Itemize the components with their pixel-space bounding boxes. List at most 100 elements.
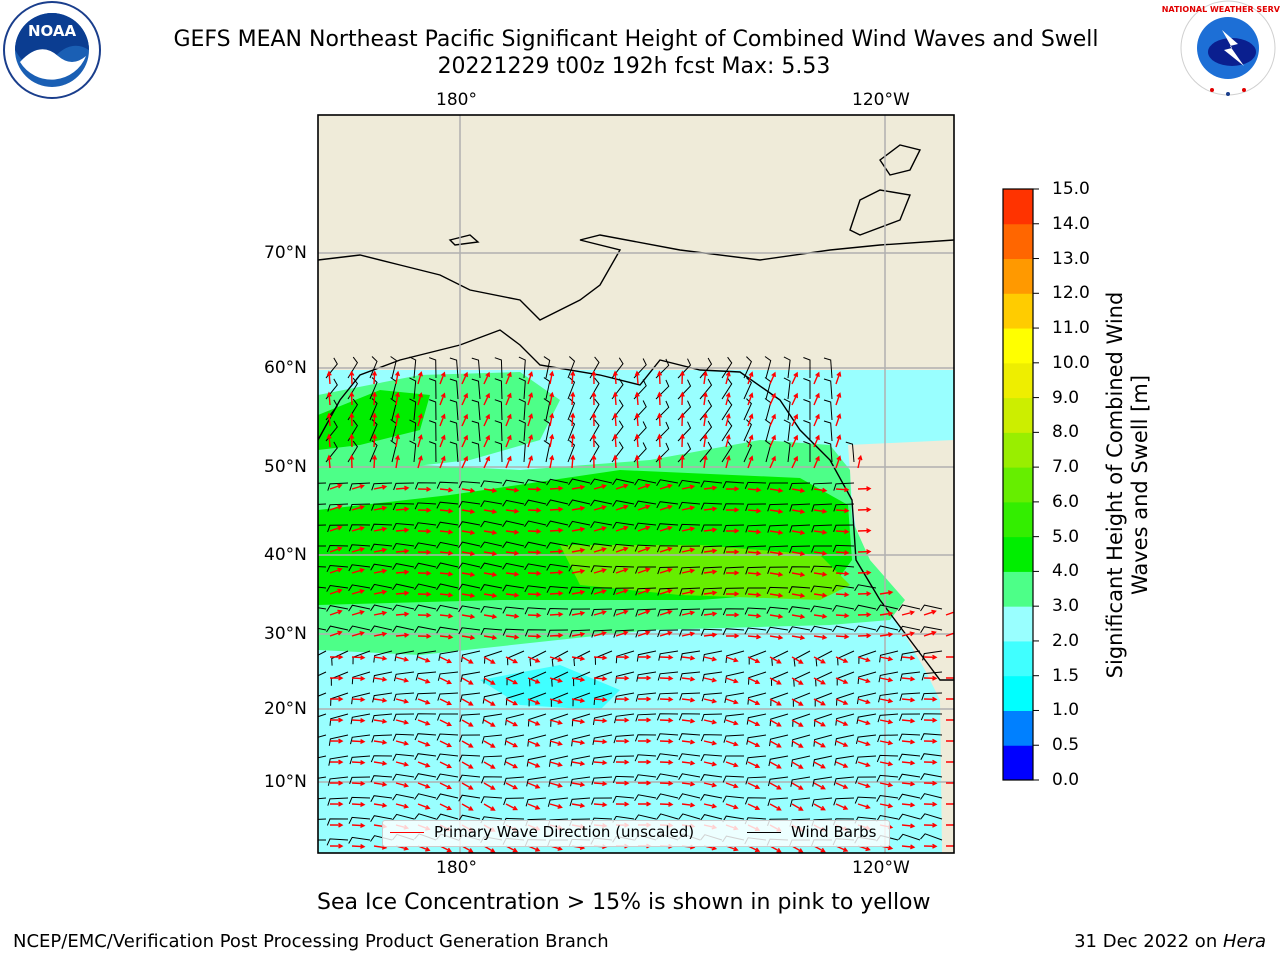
wind-barb xyxy=(876,625,899,633)
wind-barb xyxy=(722,795,745,803)
wind-barb xyxy=(876,754,899,763)
wind-barb xyxy=(414,813,437,820)
wave-direction-arrow xyxy=(395,433,400,448)
wind-barb xyxy=(518,356,526,379)
wind-barb xyxy=(437,692,459,701)
wind-barb xyxy=(612,795,635,803)
wind-barb xyxy=(634,544,657,552)
wind-barb xyxy=(789,545,811,554)
wave-direction-arrow xyxy=(615,801,630,807)
wind-barb xyxy=(700,754,723,762)
wind-barb xyxy=(436,753,459,761)
wind-barb xyxy=(722,608,745,616)
wind-barb xyxy=(789,524,811,533)
wave-direction-arrow xyxy=(373,610,388,616)
wind-barb xyxy=(502,562,525,570)
wind-barb xyxy=(744,797,767,805)
wave-direction-arrow xyxy=(747,392,754,406)
wave-direction-arrow xyxy=(634,370,640,385)
wave-direction-arrow xyxy=(351,484,365,490)
wave-direction-arrow xyxy=(571,526,586,532)
wave-direction-arrow xyxy=(549,677,563,683)
wave-direction-arrow xyxy=(813,613,828,619)
wave-direction-arrow xyxy=(791,677,804,685)
wind-barb xyxy=(414,713,437,721)
wind-barb xyxy=(702,671,723,682)
wind-barb xyxy=(414,583,437,590)
wind-barb xyxy=(803,420,811,441)
wave-direction-arrow xyxy=(549,656,563,662)
wave-direction-arrow xyxy=(725,549,740,555)
wave-direction-arrow xyxy=(659,567,673,574)
wind-barb xyxy=(348,524,371,532)
wind-barb xyxy=(429,378,437,400)
wind-barb xyxy=(502,584,525,592)
wind-barb xyxy=(771,650,789,666)
wind-barb xyxy=(568,499,591,507)
wind-barb xyxy=(920,713,943,721)
wave-direction-arrow xyxy=(329,630,343,637)
wave-direction-arrow xyxy=(593,505,607,511)
wind-barb xyxy=(656,773,679,781)
wind-barb xyxy=(764,356,772,379)
wave-direction-arrow xyxy=(681,781,696,787)
wind-barb xyxy=(518,440,526,463)
wind-barb xyxy=(803,378,811,399)
wave-direction-arrow xyxy=(461,413,468,427)
wind-barb xyxy=(326,605,349,612)
wave-direction-arrow xyxy=(439,455,446,469)
wave-direction-arrow xyxy=(679,412,685,427)
wind-barb xyxy=(349,776,371,785)
wave-direction-arrow xyxy=(549,485,564,491)
land-areas xyxy=(318,115,954,853)
wind-barb xyxy=(502,479,525,487)
wave-direction-arrow xyxy=(703,548,718,554)
wind-barb xyxy=(678,523,701,531)
wind-barb xyxy=(766,626,789,634)
wind-barb xyxy=(592,734,613,745)
wave-direction-arrow xyxy=(593,676,608,682)
wind-barb xyxy=(436,481,459,489)
wave-direction-arrow xyxy=(373,781,388,787)
wave-direction-arrow xyxy=(549,632,564,638)
wind-barb xyxy=(656,523,679,531)
wind-barb xyxy=(436,541,459,549)
wind-barb xyxy=(701,524,722,532)
wave-direction-arrow xyxy=(351,739,366,745)
wind-barb xyxy=(370,775,393,783)
wind-barb xyxy=(590,543,613,551)
wave-direction-arrow xyxy=(505,392,512,406)
sea-ice-caption: Sea Ice Concentration > 15% is shown in … xyxy=(317,890,931,915)
wind-barb xyxy=(502,628,525,636)
wave-direction-arrow xyxy=(769,413,776,427)
wind-barb xyxy=(429,420,437,442)
wind-barb xyxy=(480,562,503,570)
wave-direction-arrow xyxy=(813,761,826,769)
wave-direction-arrow xyxy=(791,530,806,536)
wave-direction-arrow xyxy=(681,676,696,682)
wind-barb xyxy=(572,671,591,687)
wave-direction-arrow xyxy=(372,391,378,406)
wind-barb xyxy=(318,545,327,547)
wind-barb xyxy=(569,608,591,616)
wave-direction-arrow xyxy=(725,656,739,663)
wave-direction-arrow xyxy=(395,412,400,427)
wave-direction-arrow xyxy=(945,609,954,616)
wave-direction-arrow xyxy=(326,412,332,427)
wave-direction-arrow xyxy=(373,526,388,532)
wind-barb xyxy=(349,755,371,765)
wave-direction-arrow xyxy=(681,802,696,808)
wave-direction-arrow xyxy=(659,504,673,511)
wind-barb xyxy=(458,794,481,802)
wave-direction-arrow xyxy=(725,507,740,513)
wind-barb xyxy=(857,671,877,685)
wind-barb xyxy=(436,562,459,570)
wind-barb xyxy=(656,813,679,820)
wave-direction-arrow xyxy=(329,654,344,660)
wave-direction-arrow xyxy=(505,434,512,448)
wind-barb xyxy=(502,541,525,549)
wave-direction-arrow xyxy=(505,413,512,427)
wind-barb xyxy=(524,479,547,486)
wind-barb xyxy=(318,818,327,820)
wave-direction-arrow xyxy=(351,547,365,553)
